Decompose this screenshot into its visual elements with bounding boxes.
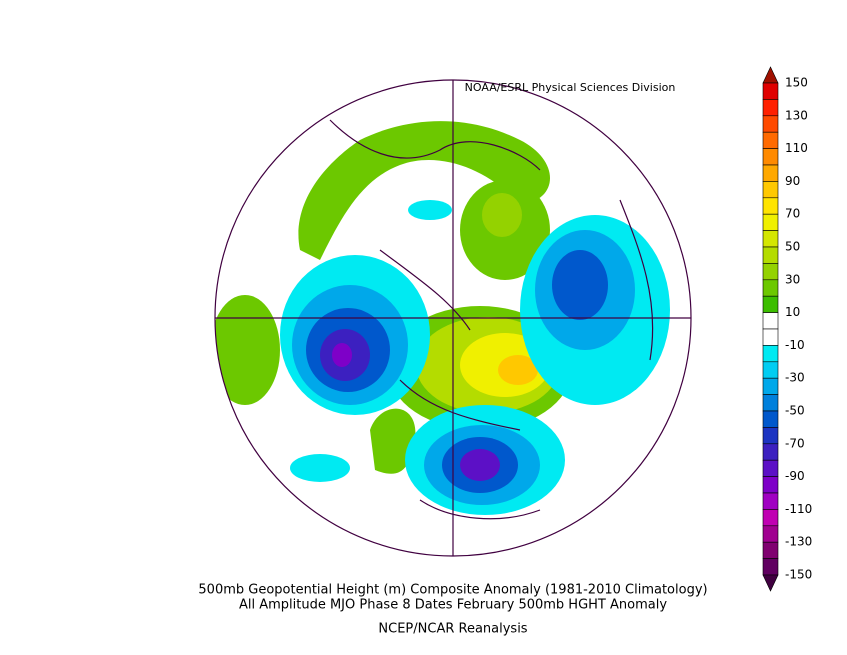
negative-anomaly bbox=[408, 200, 452, 220]
colorbar-swatch bbox=[762, 525, 779, 543]
colorbar-label: -10 bbox=[785, 338, 805, 352]
colorbar-label: 30 bbox=[785, 272, 800, 286]
colorbar-swatch bbox=[762, 541, 779, 559]
colorbar-swatch bbox=[762, 181, 779, 199]
colorbar-swatch bbox=[762, 115, 779, 133]
positive-anomaly bbox=[298, 121, 550, 260]
colorbar-swatch bbox=[762, 361, 779, 379]
colorbar-label: 10 bbox=[785, 305, 800, 319]
colorbar-top bbox=[762, 66, 779, 84]
colorbar-swatch bbox=[762, 230, 779, 248]
colorbar-swatch bbox=[762, 459, 779, 477]
colorbar-label: -30 bbox=[785, 371, 805, 385]
colorbar-label: 130 bbox=[785, 108, 808, 122]
colorbar-swatch bbox=[762, 99, 779, 117]
colorbar-swatch bbox=[762, 443, 779, 461]
colorbar-label: 70 bbox=[785, 207, 800, 221]
colorbar-swatch bbox=[762, 394, 779, 412]
credit: NOAA/ESRL Physical Sciences Division bbox=[465, 81, 676, 94]
colorbar-label: 90 bbox=[785, 174, 800, 188]
colorbar-swatch bbox=[762, 492, 779, 510]
colorbar-swatch bbox=[762, 328, 779, 346]
colorbar-swatch bbox=[762, 295, 779, 313]
colorbar-swatch bbox=[762, 427, 779, 445]
negative-anomaly bbox=[460, 449, 500, 481]
colorbar-label: 110 bbox=[785, 141, 808, 155]
colorbar-label: -70 bbox=[785, 436, 805, 450]
colorbar-swatch bbox=[762, 345, 779, 363]
colorbar-label: -110 bbox=[785, 502, 812, 516]
positive-anomaly bbox=[498, 355, 538, 385]
colorbar-swatch bbox=[762, 279, 779, 297]
colorbar-swatch bbox=[762, 263, 779, 281]
caption: NCEP/NCAR Reanalysis bbox=[378, 622, 527, 637]
colorbar: 150 130 110 90 70 50 30 10 -10 -30 -50 -70 -90 -110 -1… bbox=[762, 66, 812, 592]
colorbar-swatch bbox=[762, 197, 779, 215]
caption: All Amplitude MJO Phase 8 Dates February… bbox=[239, 598, 667, 613]
colorbar-label: -50 bbox=[785, 404, 805, 418]
colorbar-label: -150 bbox=[785, 568, 812, 582]
colorbar-swatch bbox=[762, 213, 779, 231]
colorbar-swatch bbox=[762, 82, 779, 100]
colorbar-swatch bbox=[762, 312, 779, 330]
colorbar-label: -130 bbox=[785, 535, 812, 549]
negative-anomaly bbox=[332, 343, 352, 367]
caption: 500mb Geopotential Height (m) Composite … bbox=[198, 583, 707, 598]
positive-anomaly bbox=[215, 295, 280, 405]
negative-anomaly bbox=[552, 250, 608, 320]
positive-anomaly bbox=[370, 408, 416, 474]
colorbar-swatch bbox=[762, 410, 779, 428]
positive-anomaly bbox=[482, 193, 522, 237]
colorbar-swatch bbox=[762, 164, 779, 182]
colorbar-swatch bbox=[762, 131, 779, 149]
colorbar-label: 150 bbox=[785, 76, 808, 90]
colorbar-swatch bbox=[762, 377, 779, 395]
colorbar-bottom bbox=[762, 574, 779, 592]
colorbar-swatch bbox=[762, 558, 779, 576]
colorbar-label: 50 bbox=[785, 240, 800, 254]
colorbar-label: -90 bbox=[785, 469, 805, 483]
colorbar-swatch bbox=[762, 509, 779, 527]
colorbar-swatch bbox=[762, 246, 779, 264]
colorbar-swatch bbox=[762, 476, 779, 494]
colorbar-swatch bbox=[762, 148, 779, 166]
negative-anomaly bbox=[290, 454, 350, 482]
anomaly-field bbox=[215, 119, 670, 520]
